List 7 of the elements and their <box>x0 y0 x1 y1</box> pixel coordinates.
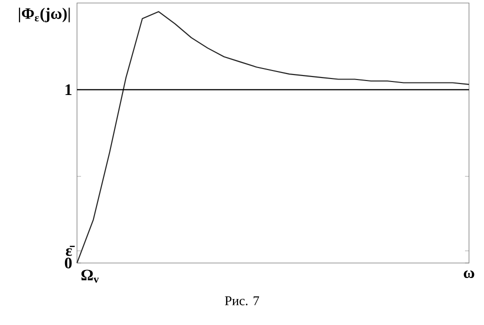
y-tick-label: 0 <box>64 258 72 268</box>
x-axis-title: ω <box>464 270 474 278</box>
text: Рис. 7 <box>224 296 260 306</box>
y-tick-label: 1 <box>66 84 72 95</box>
y-tick-label: ε̄ <box>66 246 75 256</box>
text: Ω$_{v}$ <box>81 270 99 283</box>
y-axis-title: |Φ$_{ε}$(jω)| <box>18 8 70 22</box>
